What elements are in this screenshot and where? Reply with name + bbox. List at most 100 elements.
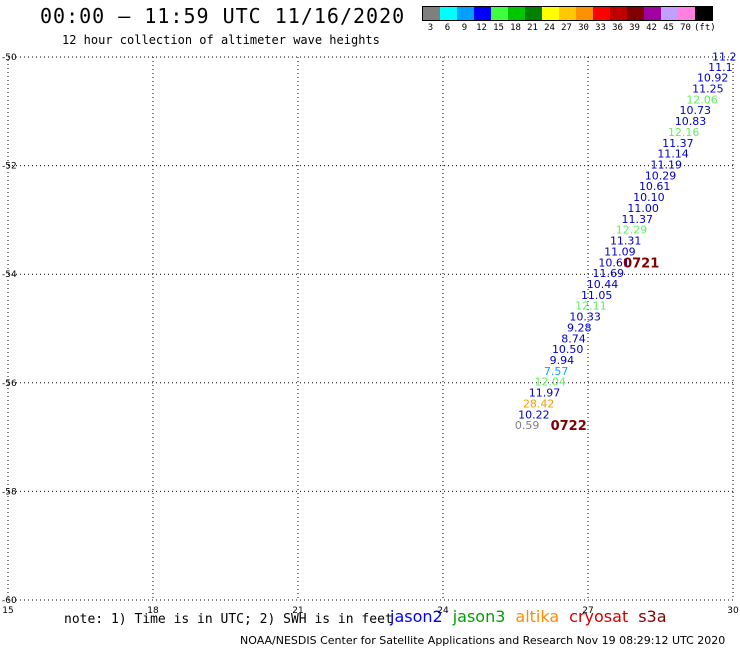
- legend-swatch: [610, 7, 627, 20]
- credit-line: NOAA/NESDIS Center for Satellite Applica…: [240, 634, 726, 647]
- legend-label: 24: [544, 23, 555, 33]
- x-tick-label: 30: [727, 606, 739, 616]
- legend-swatch: [440, 7, 457, 20]
- wave-height-label: 10.10: [633, 191, 665, 204]
- legend-label: 42: [646, 23, 657, 33]
- legend-label: 39: [629, 23, 640, 33]
- x-tick-label: 27: [582, 606, 593, 616]
- y-tick-label: -60: [2, 596, 17, 606]
- y-tick-label: -52: [2, 162, 17, 172]
- wave-height-label: 12.16: [668, 126, 700, 139]
- wave-height-label: 11.97: [529, 387, 561, 400]
- legend-swatch: [474, 7, 491, 20]
- time-annotation: 0722: [551, 419, 587, 434]
- satellite-name: jason2: [390, 607, 443, 626]
- x-tick-label: 15: [2, 606, 13, 616]
- y-tick-label: -50: [2, 53, 17, 63]
- legend-swatch: [457, 7, 474, 20]
- wave-height-label: 7.57: [544, 365, 569, 378]
- legend-swatch: [423, 7, 440, 20]
- legend-swatch: [559, 7, 576, 20]
- legend-label: 21: [527, 23, 538, 33]
- legend-swatch: [491, 7, 508, 20]
- wave-height-label: 11.25: [692, 82, 724, 95]
- legend-label: 3: [427, 23, 434, 33]
- legend-label: 45: [663, 23, 674, 33]
- legend-labels: 3 6 9 12 15 18 21 24 27 30 33 36 39 42 45 70 (ft): [422, 23, 716, 33]
- wave-height-label: 10.50: [552, 343, 584, 356]
- wave-height-label: 11.19: [651, 159, 683, 172]
- legend-label: 15: [493, 23, 504, 33]
- legend-swatch: [644, 7, 661, 20]
- legend-swatch: [525, 7, 542, 20]
- legend-label: 70: [680, 23, 691, 33]
- y-tick-label: -56: [2, 379, 17, 389]
- wave-height-label: 0.59: [515, 419, 540, 432]
- x-tick-label: 24: [437, 606, 449, 616]
- wave-height-label: 12.06: [686, 93, 718, 106]
- legend-swatch: [678, 7, 695, 20]
- wave-height-label: 11.69: [593, 267, 625, 280]
- chart-title: 00:00 – 11:59 UTC 11/16/2020: [40, 4, 406, 28]
- plot-border: [7, 56, 734, 601]
- legend-swatch: [695, 7, 712, 20]
- plot-grid: [8, 57, 733, 600]
- x-tick-label: 21: [292, 606, 303, 616]
- wave-height-label: 10.73: [680, 104, 712, 117]
- wave-height-label: 9.94: [550, 354, 575, 367]
- legend-label: 33: [595, 23, 606, 33]
- wave-height-label: 11.09: [604, 245, 636, 258]
- legend-label: (ft): [694, 23, 716, 33]
- legend-label: 18: [510, 23, 521, 33]
- legend-swatch: [576, 7, 593, 20]
- legend-swatch: [542, 7, 559, 20]
- legend-swatch: [627, 7, 644, 20]
- wave-height-label: 11.14: [657, 148, 689, 161]
- y-tick-label: -58: [2, 487, 17, 497]
- wave-height-label: 11.2: [712, 50, 737, 63]
- wave-height-label: 10.92: [697, 72, 729, 85]
- time-annotation: 0721: [623, 256, 659, 271]
- chart-subtitle: 12 hour collection of altimeter wave hei…: [62, 33, 380, 47]
- color-scale-legend: 3 6 9 12 15 18 21 24 27 30 33 36 39 42 45 70 (ft): [422, 6, 716, 33]
- wave-height-label: 11.37: [622, 213, 654, 226]
- legend-swatch: [593, 7, 610, 20]
- wave-height-label: 10.29: [645, 169, 677, 182]
- legend-label: 6: [444, 23, 451, 33]
- wave-height-label: 28.42: [523, 397, 555, 410]
- satellite-name: cryosat: [569, 607, 629, 626]
- wave-height-label: 8.74: [561, 332, 586, 345]
- satellite-name: s3a: [638, 607, 667, 626]
- legend-swatch: [661, 7, 678, 20]
- wave-height-label: 11.37: [662, 137, 694, 150]
- time-annotations: 0721 0722: [551, 256, 660, 434]
- legend-swatches: [422, 6, 713, 21]
- footnote: note: 1) Time is in UTC; 2) SWH is in fe…: [64, 612, 393, 627]
- satellite-legend: jason2 jason3 altika cryosat s3a: [390, 607, 677, 626]
- wave-height-label: 10.83: [675, 115, 707, 128]
- legend-label: 36: [612, 23, 623, 33]
- wave-height-label: 10.61: [598, 256, 630, 269]
- wave-height-label: 10.61: [639, 180, 671, 193]
- x-tick-label: 18: [147, 606, 159, 616]
- wave-height-label: 12.29: [616, 224, 648, 237]
- legend-label: 27: [561, 23, 572, 33]
- axis-ticks: 15 18 21 24 27 30 -50 -52 -54 -56 -58 -60: [2, 53, 739, 616]
- legend-label: 30: [578, 23, 589, 33]
- legend-label: 12: [476, 23, 487, 33]
- wave-height-label: 11.1: [708, 61, 733, 74]
- wave-height-label: 10.22: [518, 408, 550, 421]
- plot-frame: [7, 56, 734, 601]
- legend-swatch: [508, 7, 525, 20]
- satellite-name: altika: [515, 607, 560, 626]
- wave-height-label: 11.05: [581, 289, 613, 302]
- wave-height-labels: 11.211.110.9211.2512.0610.7310.8312.1611…: [515, 50, 737, 432]
- wave-height-label: 10.44: [587, 278, 619, 291]
- satellite-name: jason3: [452, 607, 506, 626]
- wave-height-label: 11.31: [610, 235, 642, 248]
- wave-height-label: 11.00: [627, 202, 659, 215]
- y-tick-label: -54: [2, 270, 17, 280]
- legend-label: 9: [461, 23, 468, 33]
- wave-height-label: 10.33: [569, 311, 601, 324]
- wave-height-label: 12.04: [535, 376, 567, 389]
